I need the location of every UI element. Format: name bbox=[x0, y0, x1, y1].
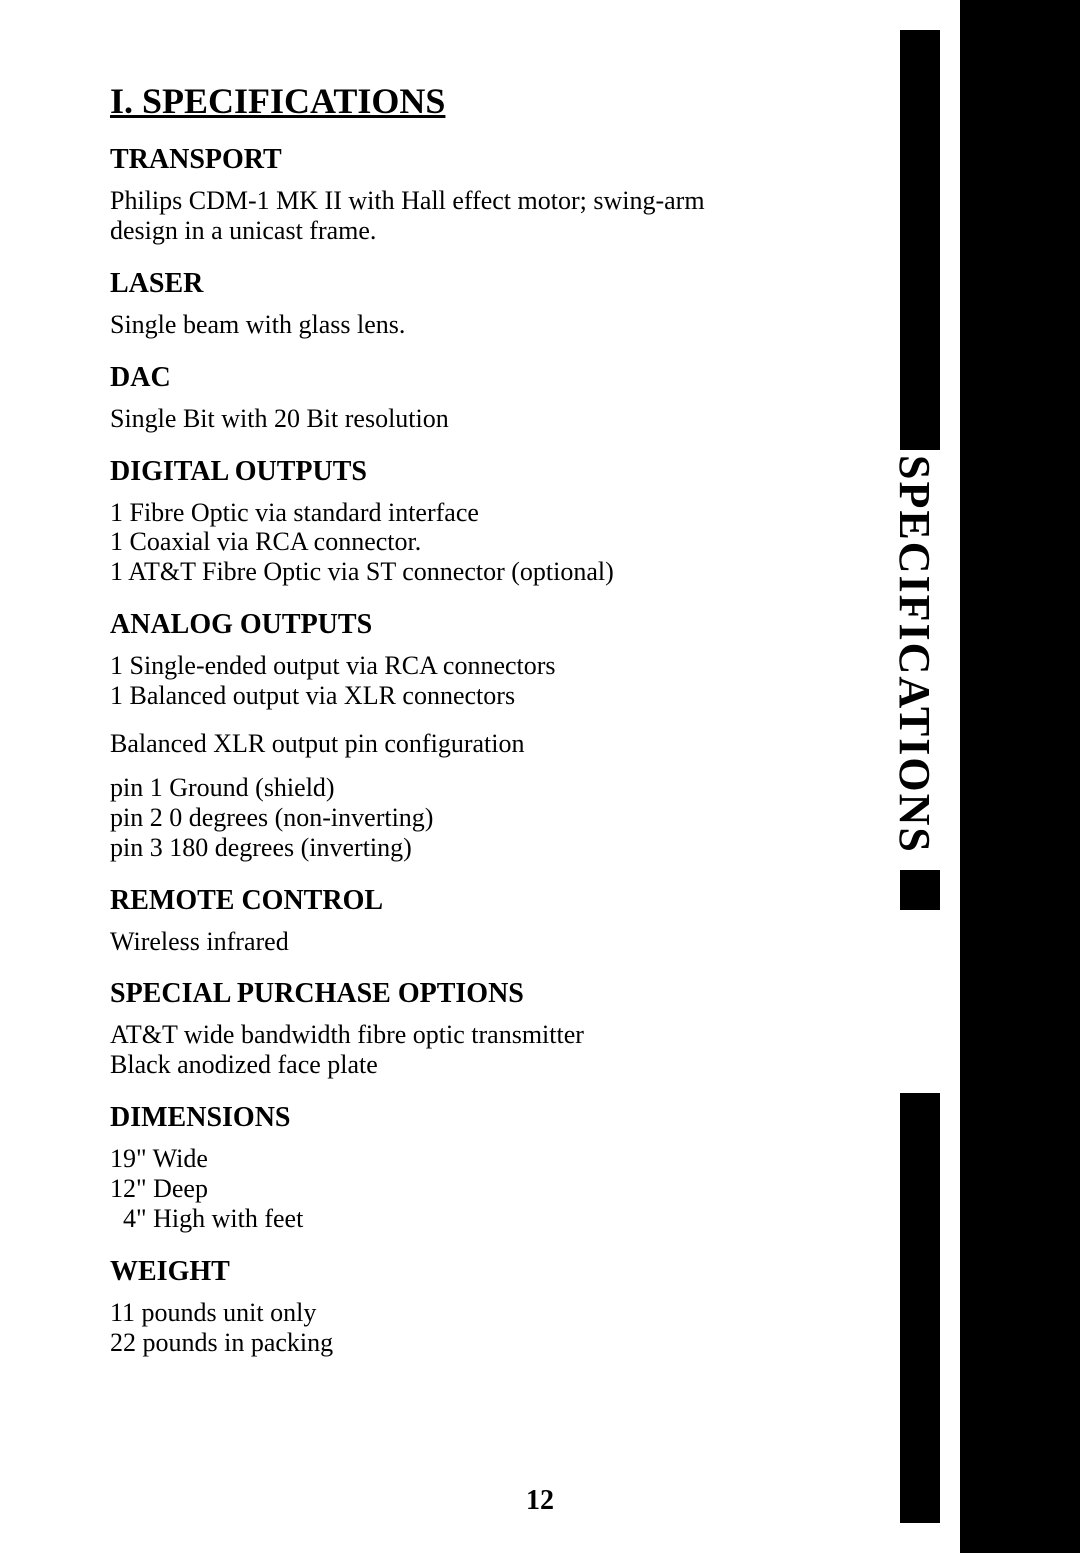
side-bar-pre bbox=[900, 110, 940, 450]
pin-line: pin 3 180 degrees (inverting) bbox=[110, 833, 750, 863]
weight-line: 11 pounds unit only bbox=[110, 1298, 750, 1328]
heading-weight: WEIGHT bbox=[110, 1256, 750, 1288]
text-dac: Single Bit with 20 Bit resolution bbox=[110, 404, 750, 434]
dimension-line: 4" High with feet bbox=[110, 1204, 750, 1234]
special-line: AT&T wide bandwidth fibre optic transmit… bbox=[110, 1020, 750, 1050]
main-title: I. SPECIFICATIONS bbox=[110, 80, 750, 122]
digital-outputs-list: 1 Fibre Optic via standard interface 1 C… bbox=[110, 498, 750, 588]
dimension-line: 19" Wide bbox=[110, 1144, 750, 1174]
special-list: AT&T wide bandwidth fibre optic transmit… bbox=[110, 1020, 750, 1080]
dimension-line: 12" Deep bbox=[110, 1174, 750, 1204]
side-block-bottom bbox=[900, 1093, 940, 1523]
heading-transport: TRANSPORT bbox=[110, 144, 750, 176]
analog-output-line: 1 Single-ended output via RCA connectors bbox=[110, 651, 750, 681]
digital-output-line: 1 AT&T Fibre Optic via ST connector (opt… bbox=[110, 557, 750, 587]
analog-config-heading: Balanced XLR output pin configuration bbox=[110, 729, 750, 759]
page-number: 12 bbox=[0, 1485, 1080, 1517]
heading-remote: REMOTE CONTROL bbox=[110, 885, 750, 917]
side-bar-post bbox=[900, 870, 940, 910]
side-tab-column: SPECIFICATIONS bbox=[850, 0, 940, 1553]
pin-config-list: pin 1 Ground (shield) pin 2 0 degrees (n… bbox=[110, 773, 750, 863]
special-line: Black anodized face plate bbox=[110, 1050, 750, 1080]
weight-line: 22 pounds in packing bbox=[110, 1328, 750, 1358]
heading-laser: LASER bbox=[110, 268, 750, 300]
heading-special: SPECIAL PURCHASE OPTIONS bbox=[110, 978, 750, 1010]
text-laser: Single beam with glass lens. bbox=[110, 310, 750, 340]
side-block-top bbox=[900, 30, 940, 110]
page: SPECIFICATIONS I. SPECIFICATIONS TRANSPO… bbox=[0, 0, 1080, 1553]
analog-output-line: 1 Balanced output via XLR connectors bbox=[110, 681, 750, 711]
analog-outputs-list: 1 Single-ended output via RCA connectors… bbox=[110, 651, 750, 711]
text-transport: Philips CDM-1 MK II with Hall effect mot… bbox=[110, 186, 750, 246]
pin-line: pin 1 Ground (shield) bbox=[110, 773, 750, 803]
heading-dac: DAC bbox=[110, 362, 750, 394]
heading-analog-outputs: ANALOG OUTPUTS bbox=[110, 609, 750, 641]
pin-line: pin 2 0 degrees (non-inverting) bbox=[110, 803, 750, 833]
text-remote: Wireless infrared bbox=[110, 927, 750, 957]
right-edge-block bbox=[960, 0, 1080, 1553]
heading-digital-outputs: DIGITAL OUTPUTS bbox=[110, 456, 750, 488]
digital-output-line: 1 Fibre Optic via standard interface bbox=[110, 498, 750, 528]
content-area: I. SPECIFICATIONS TRANSPORT Philips CDM-… bbox=[110, 80, 750, 1366]
dimensions-list: 19" Wide 12" Deep 4" High with feet bbox=[110, 1144, 750, 1234]
heading-dimensions: DIMENSIONS bbox=[110, 1102, 750, 1134]
weight-list: 11 pounds unit only 22 pounds in packing bbox=[110, 1298, 750, 1358]
digital-output-line: 1 Coaxial via RCA connector. bbox=[110, 527, 750, 557]
side-tab-text: SPECIFICATIONS bbox=[850, 455, 940, 854]
